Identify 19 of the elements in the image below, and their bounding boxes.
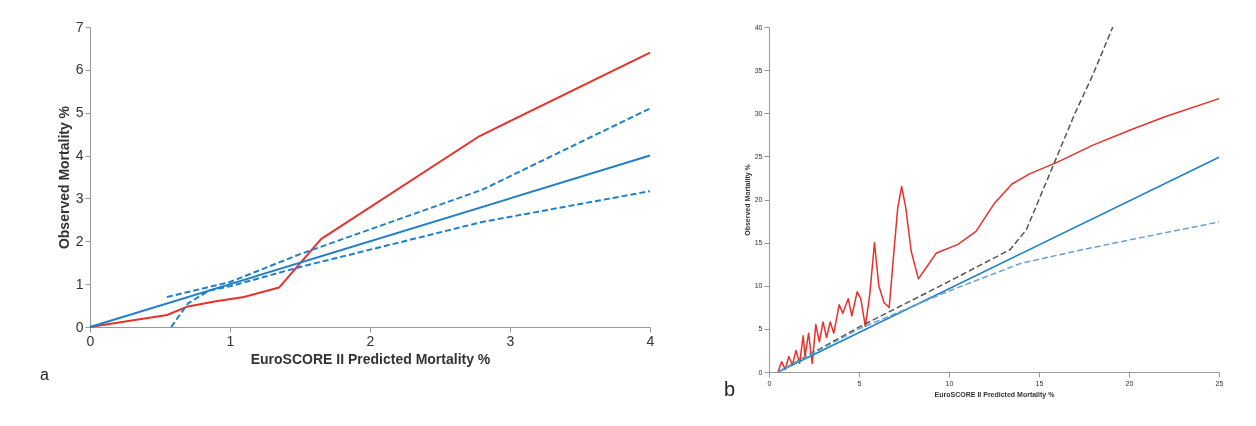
- x-tick-label: 3: [506, 332, 515, 349]
- y-tick-label: 4: [75, 147, 84, 164]
- y-tick-label: 7: [75, 18, 84, 35]
- y-tick-label: 5: [75, 104, 84, 121]
- x-tick-label: 1: [226, 332, 235, 349]
- y-tick-label: 6: [75, 61, 84, 78]
- y-tick-label: 3: [75, 189, 84, 206]
- y-tick-label: 1: [75, 275, 84, 292]
- x-axis-title: EuroSCORE II Predicted Mortality %: [250, 350, 491, 367]
- y-tick-label: 0: [75, 318, 84, 335]
- x-tick-label: 4: [646, 332, 655, 349]
- line-series: [777, 221, 1220, 373]
- y-axis-title: Observed Mortality %: [55, 105, 72, 250]
- y-tick-label: 2: [75, 232, 84, 249]
- x-tick-label: 0: [86, 332, 95, 349]
- line-series: [777, 97, 1220, 373]
- text: b: [724, 378, 736, 400]
- text: a: [40, 366, 49, 383]
- x-tick-label: 2: [366, 332, 375, 349]
